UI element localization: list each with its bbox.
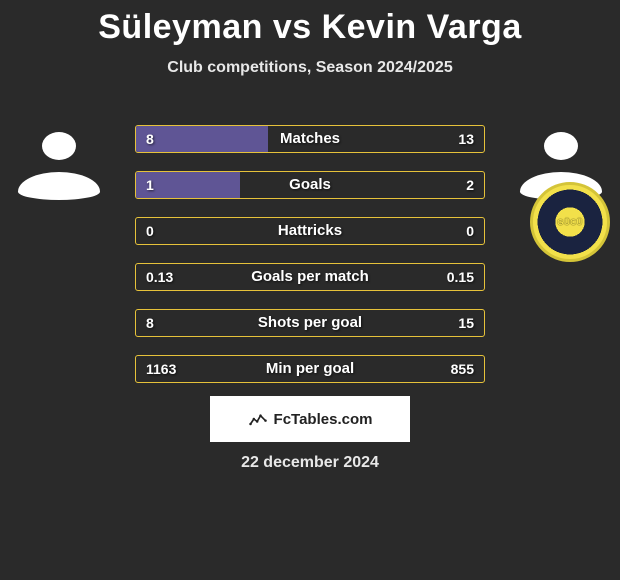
- stat-label: Hattricks: [136, 218, 484, 244]
- fctables-logo-icon: [248, 409, 268, 429]
- stat-row: 1163855Min per goal: [135, 355, 485, 383]
- footer-brand-box: FcTables.com: [210, 396, 410, 442]
- stats-bars: 813Matches 12Goals 00Hattricks 0.130.15Goal…: [135, 125, 485, 401]
- player-left-avatar: [14, 118, 104, 208]
- club-right-logo: GÜCÜ: [530, 182, 610, 262]
- footer-brand-text: FcTables.com: [274, 411, 373, 428]
- stat-row: 00Hattricks: [135, 217, 485, 245]
- stat-row: 12Goals: [135, 171, 485, 199]
- club-badge-icon: GÜCÜ: [530, 182, 610, 262]
- stat-label: Matches: [136, 126, 484, 152]
- stat-label: Shots per goal: [136, 310, 484, 336]
- stat-row: 813Matches: [135, 125, 485, 153]
- club-badge-text: GÜCÜ: [557, 218, 583, 227]
- stat-row: 0.130.15Goals per match: [135, 263, 485, 291]
- page-title: Süleyman vs Kevin Varga: [0, 0, 620, 47]
- stat-row: 815Shots per goal: [135, 309, 485, 337]
- stat-label: Goals: [136, 172, 484, 198]
- silhouette-icon: [14, 118, 104, 208]
- footer-date: 22 december 2024: [0, 454, 620, 472]
- stat-label: Goals per match: [136, 264, 484, 290]
- page-subtitle: Club competitions, Season 2024/2025: [0, 59, 620, 77]
- stat-label: Min per goal: [136, 356, 484, 382]
